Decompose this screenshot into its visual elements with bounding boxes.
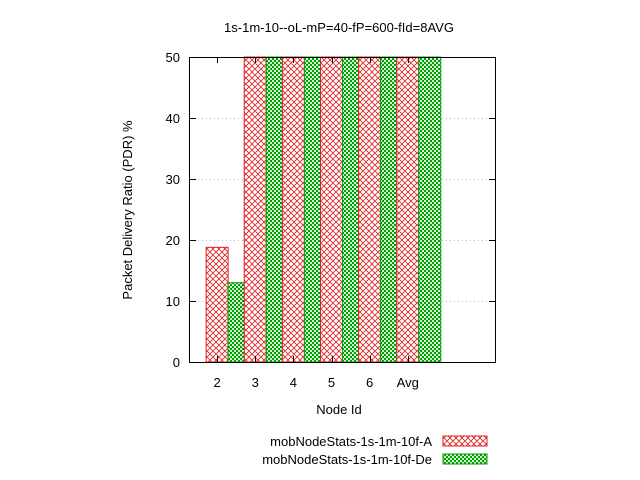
y-tick-label: 50 — [166, 50, 180, 65]
x-tick-label: 2 — [214, 375, 221, 390]
x-axis-label: Node Id — [316, 402, 362, 417]
x-tick-label: 4 — [290, 375, 297, 390]
y-tick-label: 30 — [166, 172, 180, 187]
x-tick-label: 6 — [366, 375, 373, 390]
y-tick-label: 0 — [173, 355, 180, 370]
plot-frame — [189, 57, 496, 363]
legend-swatch — [442, 435, 488, 447]
y-tick-label: 40 — [166, 111, 180, 126]
bar-a-3 — [243, 56, 267, 363]
x-tick-label: 3 — [252, 375, 259, 390]
bar-a-avg — [396, 56, 420, 363]
legend-swatch — [442, 453, 488, 465]
y-axis-ticks: 0 10 20 30 40 50 — [166, 50, 495, 370]
legend-label: mobNodeStats-1s-1m-10f-De — [262, 452, 432, 467]
x-tick-label: 5 — [328, 375, 335, 390]
x-tick-label: Avg — [397, 375, 419, 390]
y-axis-label: Packet Delivery Ratio (PDR) % — [120, 120, 135, 300]
bar-a-2 — [205, 246, 229, 363]
bar-de-avg — [418, 56, 442, 363]
y-tick-label: 10 — [166, 294, 180, 309]
legend-label: mobNodeStats-1s-1m-10f-A — [270, 434, 432, 449]
bar-a-6 — [358, 56, 382, 363]
chart-title: 1s-1m-10--oL-mP=40-fP=600-fId=8AVG — [224, 20, 454, 35]
x-axis-ticks: 2 3 4 5 6 Avg — [214, 57, 419, 390]
y-tick-label: 20 — [166, 233, 180, 248]
bar-a-5 — [320, 56, 343, 363]
bar-a-4 — [281, 56, 305, 363]
bars — [205, 56, 442, 363]
legend: mobNodeStats-1s-1m-10f-A mobNodeStats-1s-… — [262, 434, 488, 467]
